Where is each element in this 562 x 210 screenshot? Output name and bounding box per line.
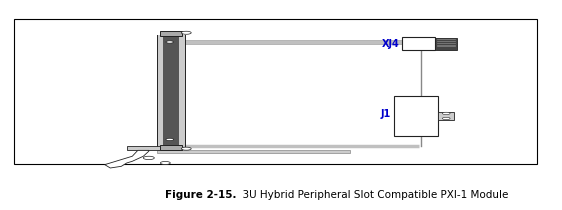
Circle shape [182, 31, 191, 34]
Circle shape [182, 147, 191, 150]
Text: Figure 2-15.: Figure 2-15. [165, 189, 236, 200]
Circle shape [442, 117, 450, 120]
Polygon shape [105, 150, 149, 168]
Bar [160, 31, 182, 36]
Bar [438, 112, 455, 120]
Bar [157, 150, 350, 153]
Bar [162, 35, 179, 146]
Bar [402, 37, 435, 50]
Bar [127, 146, 182, 150]
Circle shape [143, 156, 155, 160]
Circle shape [442, 112, 450, 115]
Bar [179, 35, 184, 146]
Text: 3U Hybrid Peripheral Slot Compatible PXI-1 Module: 3U Hybrid Peripheral Slot Compatible PXI… [236, 189, 509, 200]
Circle shape [166, 138, 174, 141]
Circle shape [160, 161, 170, 164]
Bar [394, 96, 438, 136]
Bar [14, 19, 537, 164]
Text: J1: J1 [381, 109, 391, 119]
Circle shape [166, 41, 174, 43]
Text: XJ4: XJ4 [382, 39, 400, 50]
Bar [435, 38, 457, 50]
Bar [160, 145, 182, 150]
Bar [157, 35, 162, 146]
